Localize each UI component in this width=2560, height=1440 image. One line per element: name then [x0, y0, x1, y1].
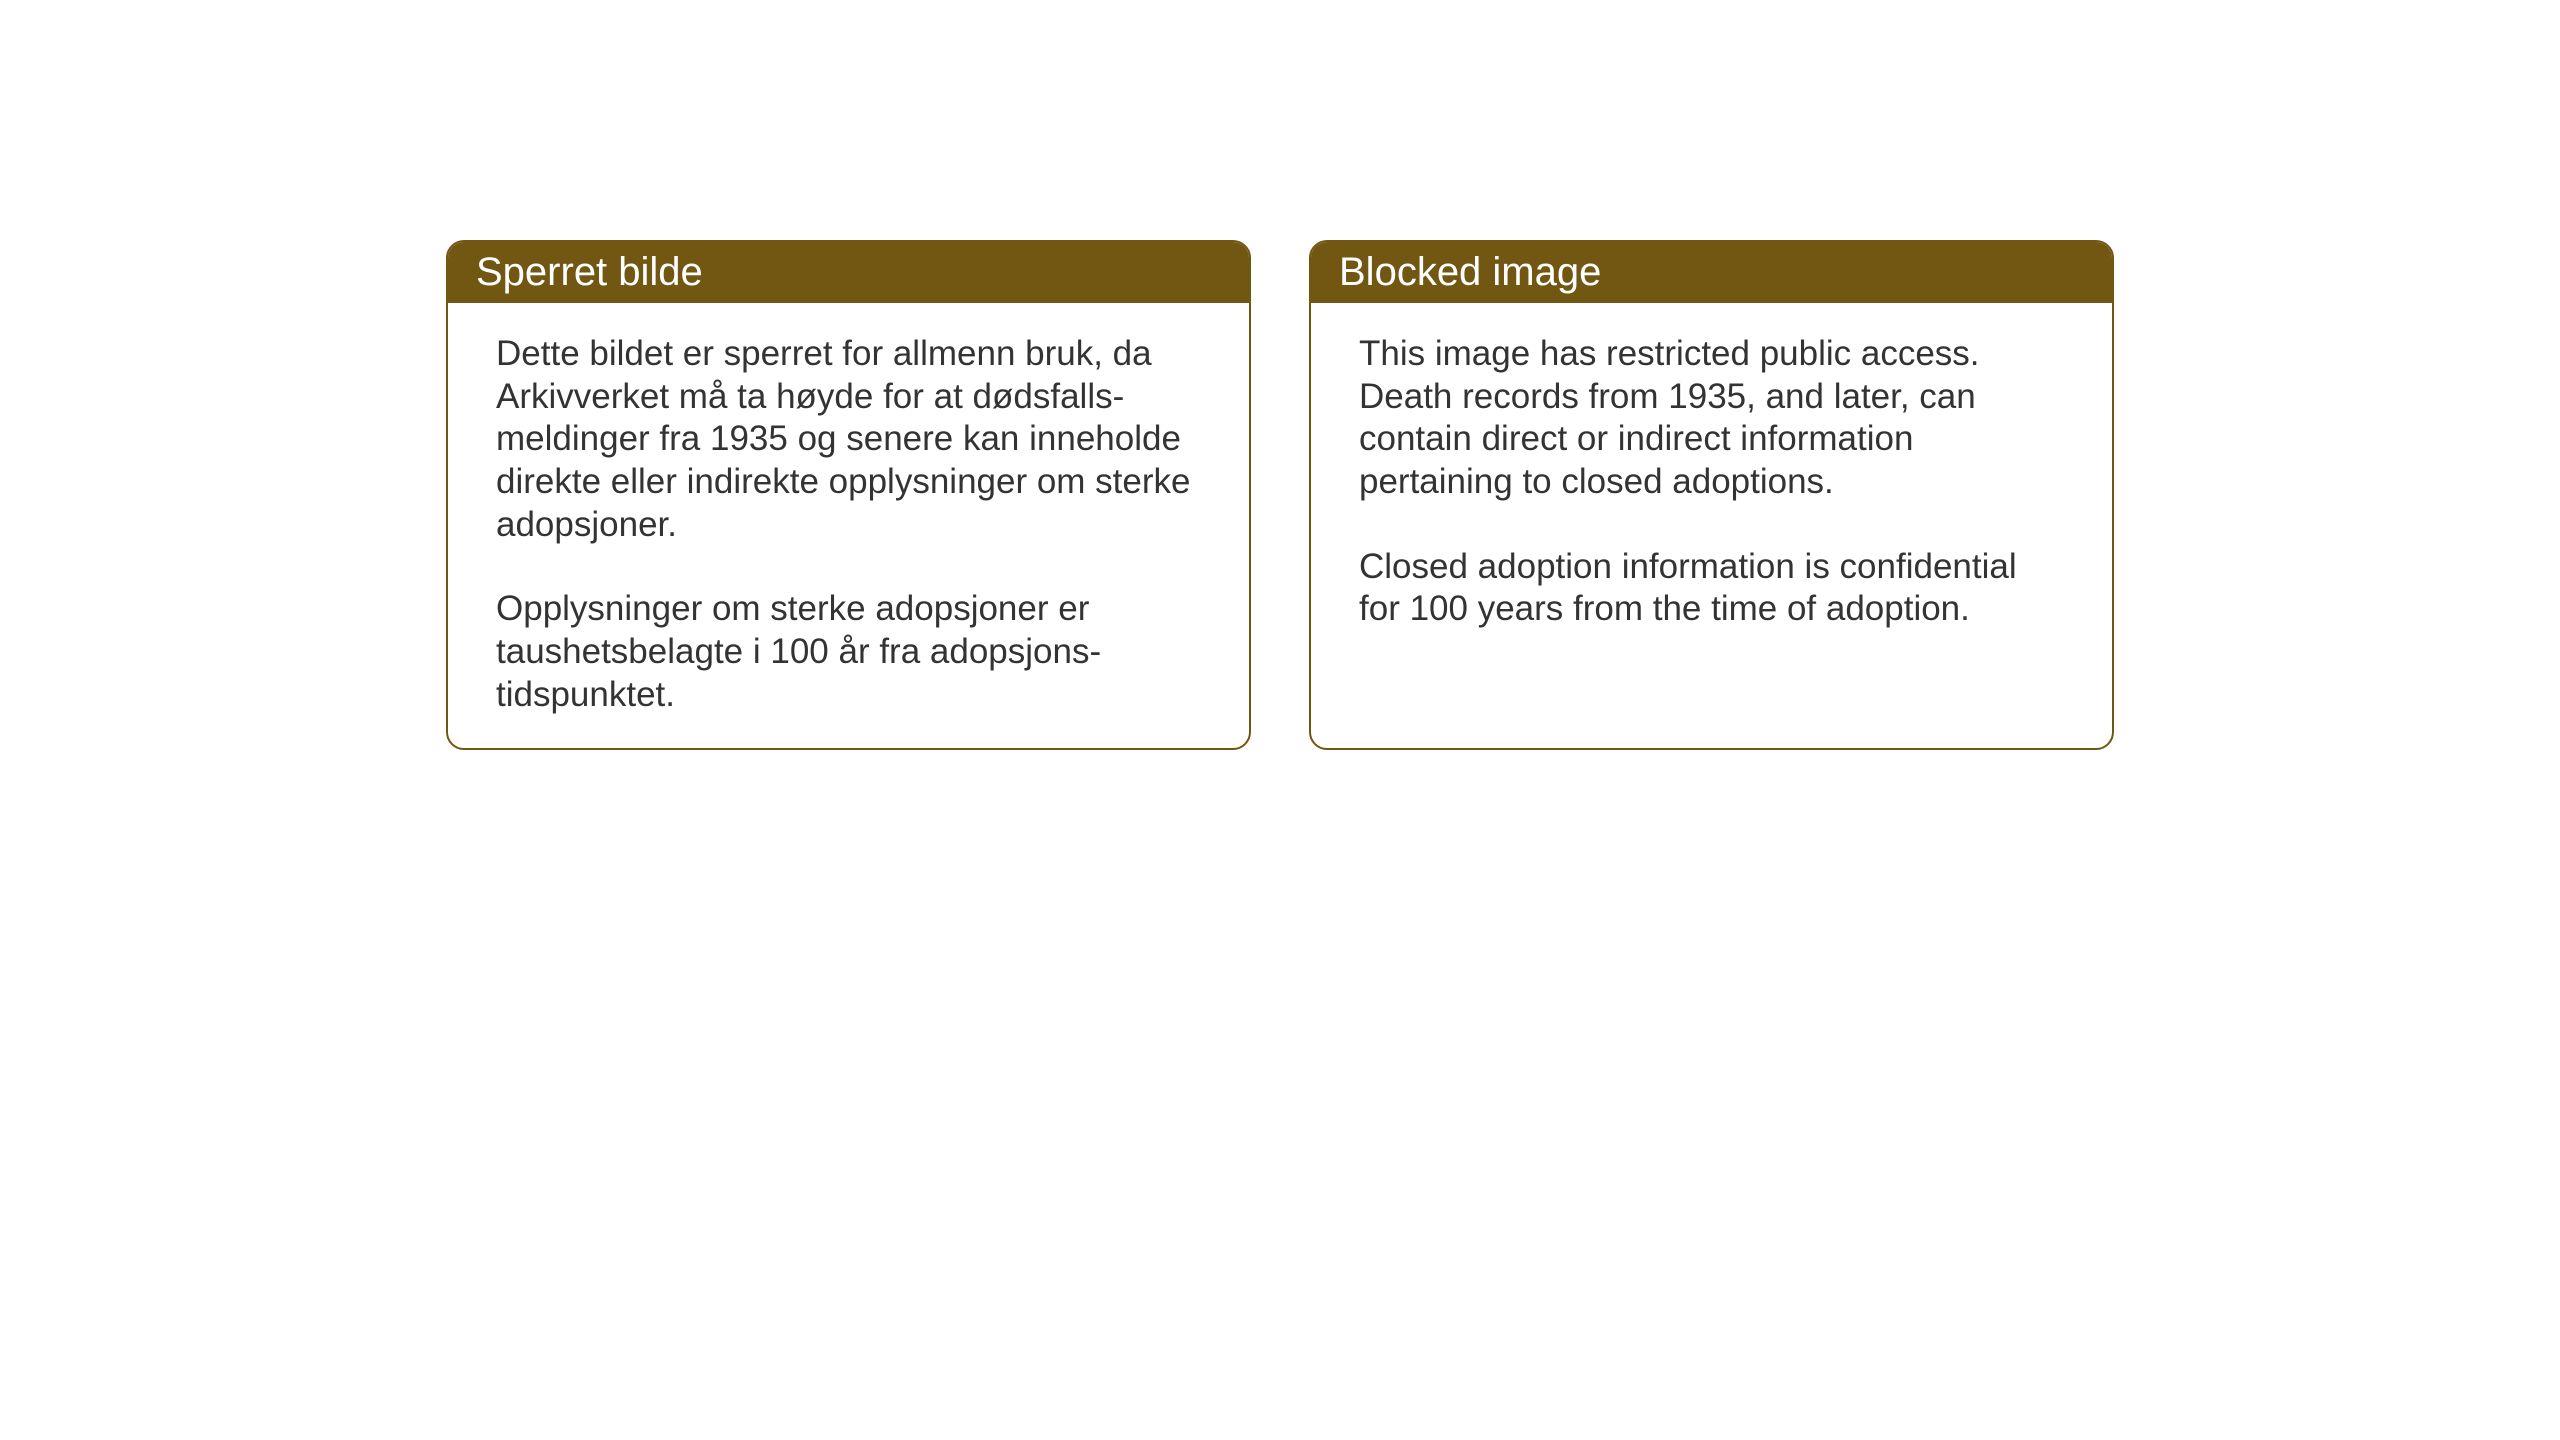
notice-panels-container: Sperret bilde Dette bildet er sperret fo…	[446, 240, 2114, 750]
norwegian-paragraph-2: Opplysninger om sterke adopsjoner er tau…	[496, 588, 1201, 716]
english-notice-panel: Blocked image This image has restricted …	[1309, 240, 2114, 750]
norwegian-panel-body: Dette bildet er sperret for allmenn bruk…	[448, 303, 1249, 748]
norwegian-notice-panel: Sperret bilde Dette bildet er sperret fo…	[446, 240, 1251, 750]
english-paragraph-2: Closed adoption information is confident…	[1359, 546, 2064, 631]
english-paragraph-1: This image has restricted public access.…	[1359, 333, 2064, 504]
norwegian-paragraph-1: Dette bildet er sperret for allmenn bruk…	[496, 333, 1201, 546]
english-panel-body: This image has restricted public access.…	[1311, 303, 2112, 748]
english-panel-title: Blocked image	[1311, 242, 2112, 303]
norwegian-panel-title: Sperret bilde	[448, 242, 1249, 303]
